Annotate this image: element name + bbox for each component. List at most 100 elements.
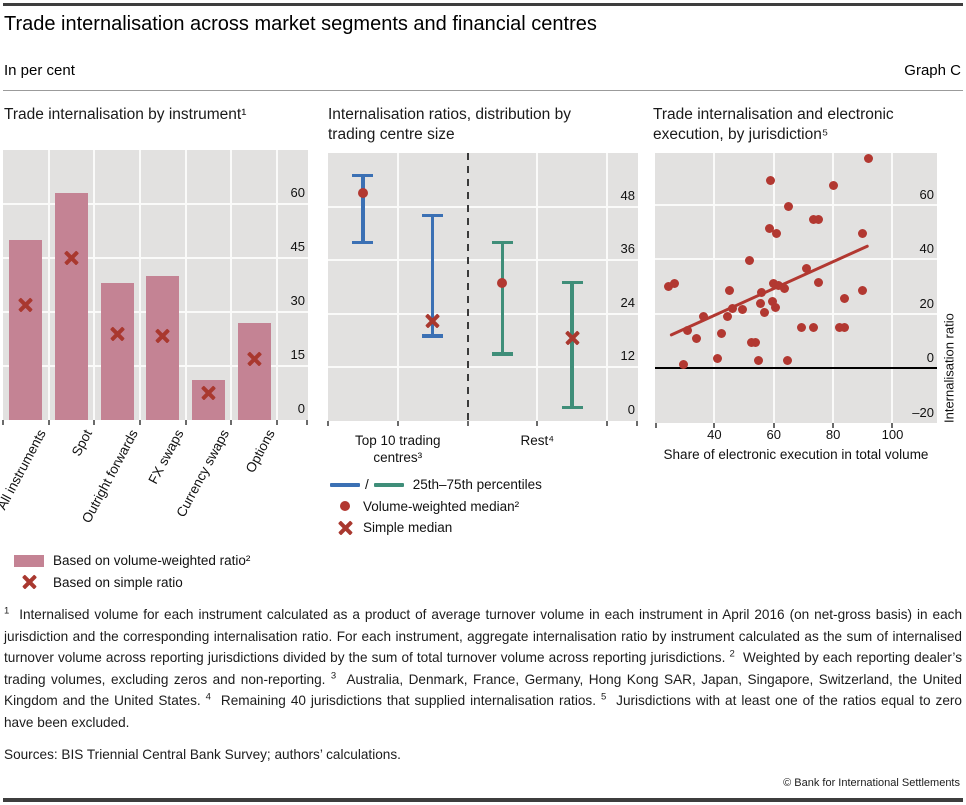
y-tick-label: 0 (297, 401, 305, 416)
scatter-point (692, 333, 702, 343)
x-category-label: Options (242, 427, 278, 476)
volume-weighted-median-dot (357, 188, 368, 199)
scatter-x-tick-labels: 40 60 80 100 (655, 427, 937, 443)
scatter-point (766, 175, 776, 185)
scatter-point (772, 228, 782, 238)
cross-icon (338, 520, 353, 536)
percentile-range-line (430, 215, 435, 337)
bar (237, 322, 271, 420)
scatter-point (755, 298, 765, 308)
axis-tick (396, 421, 399, 426)
graph-label: Graph C (904, 62, 961, 79)
axis-tick (276, 420, 278, 425)
scatter-point (745, 256, 755, 266)
legend-label: Based on simple ratio (53, 574, 183, 590)
axis-tick (2, 420, 4, 425)
x-category-label: FX swaps (145, 427, 187, 487)
subtitle-row: In per cent Graph C (4, 62, 961, 79)
axis-tick (606, 421, 608, 426)
scatter-point (663, 282, 673, 292)
footnote-marker: 4 (205, 691, 211, 703)
gridline-y (328, 259, 638, 262)
bar-swatch (14, 554, 44, 567)
axis-tick (891, 423, 894, 428)
gridline-x (606, 153, 608, 421)
footnote-marker: 2 (729, 648, 735, 660)
axis-tick (184, 420, 187, 425)
y-tick-label: 45 (290, 239, 305, 254)
scatter-point (858, 228, 868, 238)
y-tick-label: –20 (912, 405, 934, 420)
bar (100, 283, 134, 420)
panel1-title: Trade internalisation by instrument¹ (4, 105, 322, 125)
axis-tick (230, 420, 233, 425)
axis-tick (832, 423, 835, 428)
gridline-x (891, 153, 894, 423)
legend-row: / 25th–75th percentiles (330, 474, 640, 496)
sources-line: Sources: BIS Triennial Central Bank Surv… (4, 747, 401, 762)
legend-row: Volume-weighted median² (330, 496, 640, 518)
legend-row: Simple median (330, 517, 640, 539)
axis-tick (139, 420, 141, 425)
bar (9, 240, 43, 420)
percentile-cap-75th (491, 240, 513, 245)
axis-tick (655, 423, 657, 428)
scatter-point (724, 286, 734, 296)
simple-median-marker (564, 331, 580, 346)
simple-ratio-marker (155, 328, 171, 343)
scatter-point (858, 286, 868, 296)
scatter-point (840, 323, 850, 333)
y-tick-label: 12 (620, 348, 635, 364)
percentile-cap-75th (422, 213, 444, 218)
scatter-point (834, 323, 844, 333)
group-label-line: centres³ (373, 450, 423, 465)
range-group-labels: Top 10 trading centres³ Rest⁴ (328, 432, 638, 472)
panel3-title-line2: execution, by jurisdiction⁵ (653, 126, 829, 143)
gridline-x (276, 150, 278, 420)
scatter-point (784, 201, 794, 211)
scatter-point (751, 338, 761, 348)
panel2-title-line2: trading centre size (328, 126, 455, 143)
simple-ratio-marker (64, 250, 79, 266)
y-tick-label: 60 (290, 185, 305, 200)
y-tick-label: 40 (919, 241, 934, 257)
y-tick-label: 30 (290, 293, 305, 308)
scatter-point (678, 359, 688, 369)
bar-chart-plot: 0 15 30 45 60 (2, 150, 308, 425)
gridline-x (93, 150, 96, 420)
gridline-x (47, 150, 50, 420)
gridline-y (3, 257, 308, 259)
axis-tick (772, 423, 775, 428)
percentile-range-line (570, 282, 574, 408)
scatter-chart-plot: 60 40 20 0 –20 (655, 153, 937, 428)
range-legend: / 25th–75th percentiles Volume-weighted me… (330, 474, 640, 539)
legend-row: Based on simple ratio (14, 572, 314, 594)
x-tick-label: 100 (881, 427, 904, 442)
scatter-point (712, 354, 722, 364)
axis-tick (636, 421, 638, 426)
bar-legend: Based on volume-weighted ratio² Based on … (14, 550, 314, 593)
legend-label: 25th–75th percentiles (412, 477, 542, 493)
y-tick-label: 15 (290, 347, 305, 362)
scatter-point (840, 294, 850, 304)
simple-ratio-marker (246, 351, 262, 367)
axis-tick (47, 420, 50, 425)
percentile-cap-25th (561, 405, 583, 410)
panel1-title-line1: Trade internalisation by instrument¹ (4, 106, 247, 123)
footnote-marker: 3 (330, 670, 337, 682)
x-tick-label: 60 (766, 427, 781, 442)
percentile-cap-25th (422, 334, 444, 338)
header-divider (3, 90, 963, 91)
y-tick-label: 36 (620, 241, 635, 257)
simple-ratio-marker (201, 385, 216, 401)
group-separator-dashed (466, 153, 469, 421)
gridline-x (184, 150, 187, 420)
legend-row: Based on volume-weighted ratio² (14, 550, 314, 572)
x-category-label: All instruments (0, 427, 50, 513)
gridline-y (655, 312, 937, 315)
gridline-x (396, 153, 399, 421)
volume-weighted-median-dot (497, 277, 508, 288)
scatter-point (757, 287, 767, 297)
scatter-point (770, 302, 780, 312)
